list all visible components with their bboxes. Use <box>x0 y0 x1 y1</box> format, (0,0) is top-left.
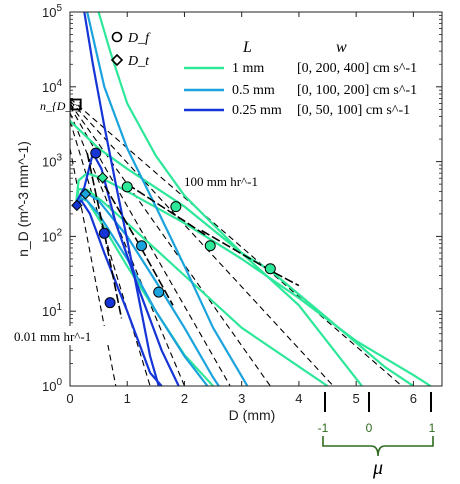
fit-segment-1 <box>126 183 208 238</box>
df-circle-marker-3 <box>204 240 216 252</box>
x-axis-title: D (mm) <box>229 407 276 423</box>
series-line-7 <box>86 12 249 386</box>
legend-l-0-25mm: 0.25 mm <box>232 103 282 118</box>
mu-tick-minus-1: -1 <box>318 421 329 435</box>
y-tick-label-2: 102 <box>42 227 62 244</box>
legend-label-dt: D_t <box>127 54 150 69</box>
x-tick-label-3: 3 <box>238 391 245 406</box>
series-line-9 <box>73 199 163 386</box>
mu-tick-1: 1 <box>429 421 436 435</box>
series-line-10 <box>83 12 160 386</box>
mu-bracket <box>322 392 434 457</box>
legend-w-0-25mm: [0, 50, 100] cm s^-1 <box>297 103 410 118</box>
reference-line-4 <box>70 103 271 386</box>
mu-tick-0: 0 <box>366 421 373 435</box>
df-circle-marker-2 <box>170 201 182 213</box>
y-axis-title: n_D (m^-3 mm^-1) <box>15 141 31 257</box>
legend-l-1mm: 1 mm <box>232 61 264 76</box>
reference-line-1 <box>70 120 151 386</box>
annotation-ndc: n_{D_c} <box>40 99 82 113</box>
df-circle-marker-8 <box>104 297 116 309</box>
legend-header-w: w <box>336 39 347 56</box>
dt-diamond-marker-1 <box>79 188 92 200</box>
y-tick-label-5: 105 <box>42 3 62 20</box>
annotation-100-mm-hr: 100 mm hr^-1 <box>184 174 258 189</box>
legend-w-1mm: [0, 200, 400] cm s^-1 <box>297 61 417 76</box>
annotation-0-01-mm-hr: 0.01 mm hr^-1 <box>14 329 91 344</box>
axes-frame <box>69 11 443 387</box>
series-line-1 <box>74 187 329 386</box>
df-circle-marker-7 <box>98 227 110 239</box>
series-line-4 <box>70 120 415 386</box>
dt-diamond-marker-2 <box>71 199 83 212</box>
fit-segment-3 <box>86 152 123 319</box>
legend-l-0-5mm: 0.5 mm <box>232 83 275 98</box>
legend-label-df: D_f <box>127 31 151 46</box>
dt-diamond-marker-0 <box>96 171 109 184</box>
series-line-0 <box>74 172 432 386</box>
x-tick-label-2: 2 <box>181 391 188 406</box>
mu-label: μ <box>372 457 383 479</box>
x-tick-label-0: 0 <box>66 391 73 406</box>
legend-header-l: L <box>242 39 252 56</box>
df-circle-marker-1 <box>121 181 133 193</box>
df-circle-marker-4 <box>264 263 276 275</box>
reference-line-5 <box>70 100 334 386</box>
y-tick-label-3: 103 <box>42 153 62 170</box>
df-circle-marker-6 <box>153 286 165 298</box>
x-tick-label-1: 1 <box>124 391 131 406</box>
legend-w-0-5mm: [0, 100, 200] cm s^-1 <box>297 83 417 98</box>
df-circle-marker-5 <box>136 240 148 252</box>
nDc-square-marker <box>69 98 82 111</box>
y-tick-label-1: 101 <box>42 302 62 319</box>
series-line-8 <box>73 152 180 386</box>
legend-diamond-marker <box>110 53 124 67</box>
y-tick-label-4: 104 <box>42 78 62 95</box>
x-tick-label-4: 4 <box>295 391 302 406</box>
df-circle-marker-0 <box>90 147 102 159</box>
y-tick-label-0: 100 <box>42 377 62 394</box>
legend-circle-marker <box>111 31 123 43</box>
x-tick-label-6: 6 <box>410 391 417 406</box>
x-tick-label-5: 5 <box>353 391 360 406</box>
